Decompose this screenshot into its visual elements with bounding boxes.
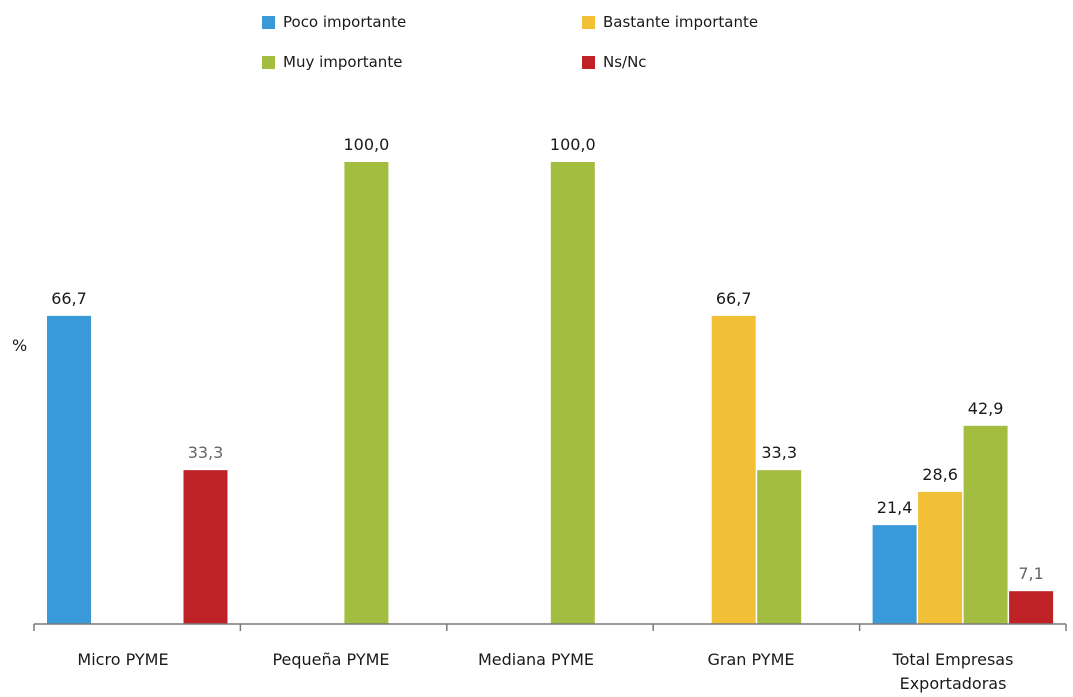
- bar-muy-importante-2: [344, 162, 389, 624]
- legend-swatch-poco-importante: [262, 15, 275, 29]
- bar-ns-nc-1: [183, 470, 228, 624]
- legend-item-muy-importante: Muy importante: [262, 52, 402, 72]
- x-tick-label-line: Micro PYME: [77, 650, 169, 669]
- x-tick-label-line: Gran PYME: [707, 650, 795, 669]
- bar-bastante-importante-5: [918, 491, 963, 624]
- legend-swatch-bastante-importante: [582, 15, 595, 29]
- x-tick-label-line: Total Empresas: [892, 650, 1014, 669]
- legend-item-bastante-importante: Bastante importante: [582, 12, 758, 32]
- bar-muy-importante-4: [757, 470, 802, 624]
- bar-muy-importante-5: [963, 425, 1008, 624]
- x-tick-label-line: Exportadoras: [899, 674, 1007, 693]
- x-tick-label: Pequeña PYME: [231, 648, 431, 672]
- x-tick-label: Gran PYME: [651, 648, 851, 672]
- bar-muy-importante-3: [550, 162, 595, 624]
- legend-label-bastante-importante: Bastante importante: [603, 13, 759, 31]
- data-label-poco-importante-5: 21,4: [877, 498, 913, 517]
- data-label-muy-importante-4: 33,3: [761, 443, 797, 462]
- x-tick-label: Mediana PYME: [436, 648, 636, 672]
- data-label-muy-importante-5: 42,9: [968, 399, 1004, 418]
- x-tick-label: Micro PYME: [23, 648, 223, 672]
- bar-poco-importante-1: [47, 315, 91, 624]
- legend-swatch-muy-importante: [262, 55, 275, 69]
- y-axis-label: %: [12, 336, 28, 355]
- legend-item-poco-importante: Poco importante: [262, 12, 406, 32]
- legend-swatch-ns-nc: [582, 55, 595, 69]
- bar-bastante-importante-4: [711, 315, 756, 624]
- data-label-ns-nc-1: 33,3: [188, 443, 224, 462]
- legend-item-ns-nc: Ns/Nc: [582, 52, 647, 72]
- data-label-bastante-importante-4: 66,7: [716, 289, 752, 308]
- bar-poco-importante-5: [872, 525, 917, 624]
- legend-label-ns-nc: Ns/Nc: [603, 53, 647, 71]
- legend-label-muy-importante: Muy importante: [283, 53, 403, 71]
- data-label-ns-nc-5: 7,1: [1018, 564, 1043, 583]
- x-tick-label-line: Pequeña PYME: [272, 650, 390, 669]
- data-label-poco-importante-1: 66,7: [51, 289, 87, 308]
- legend-label-poco-importante: Poco importante: [283, 13, 407, 31]
- x-tick-label: Total Empresas Exportadoras: [853, 648, 1053, 696]
- x-tick-label-line: Mediana PYME: [477, 650, 595, 669]
- data-label-muy-importante-3: 100,0: [550, 135, 596, 154]
- data-label-bastante-importante-5: 28,6: [922, 465, 958, 484]
- data-label-muy-importante-2: 100,0: [343, 135, 389, 154]
- bar-ns-nc-5: [1009, 591, 1054, 624]
